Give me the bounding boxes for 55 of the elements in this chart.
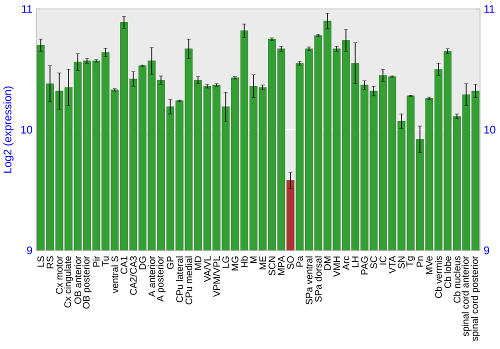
x-tick-label: LS [37, 256, 44, 267]
x-tick-label: VA/VL [204, 256, 211, 282]
x-tick-label: Cx cingulate [64, 256, 73, 308]
x-tick-label: SC [370, 256, 378, 269]
x-tick-label: RS [46, 256, 54, 268]
x-tick-label: SN [398, 256, 405, 269]
x-tick-label: LH [352, 256, 358, 268]
x-tick-label: Tg [406, 256, 415, 267]
x-tick-label: MG [232, 256, 238, 270]
x-tick-label: Pa [296, 256, 304, 267]
x-tick-label: CA2/CA3 [130, 256, 137, 295]
x-tick-label: DG [139, 256, 146, 270]
x-tick-label: Cx motor [56, 256, 63, 294]
x-tick-label: CPu lateral [176, 256, 183, 302]
x-tick-label: MD [194, 256, 202, 270]
x-tick-label: Arc [342, 256, 350, 270]
y2-tick-label: 10 [484, 126, 496, 134]
x-tick-label: OB anterior [74, 256, 82, 304]
x-tick-label: Cb vermis [434, 256, 442, 298]
x-tick-label: A posterior [156, 256, 166, 302]
x-tick-label: MPA [278, 256, 284, 275]
x-tick-label: PAG [361, 256, 368, 274]
x-tick-label: Pn [416, 256, 424, 267]
x-tick-label: DM [324, 256, 331, 270]
x-tick-label: SCN [268, 256, 276, 276]
x-tick-label: Cb nucleus [453, 256, 460, 303]
x-tick-label: ME [259, 256, 266, 270]
x-tick-label: VMH [333, 256, 340, 277]
x-tick-label: Hb [240, 256, 248, 268]
x-tick-label: VTA [388, 256, 396, 274]
x-tick-label: CA1 [120, 256, 128, 274]
y-tick-label: 9 [27, 246, 32, 254]
x-tick-label: OB posterior [82, 256, 92, 309]
x-tick-label: spinal cord posterior [471, 256, 480, 341]
x-tick-label: ventral S [111, 256, 118, 294]
x-tick-label: Tu [102, 256, 109, 266]
x-tick-label: spinal cord anterior [462, 256, 471, 336]
y2-tick-label: 11 [484, 5, 494, 13]
x-tick-label: A anterior [148, 256, 156, 297]
x-tick-label: SO [287, 256, 294, 270]
x-tick-label: SPa ventral [305, 256, 312, 304]
y-tick-label: 10 [21, 126, 32, 134]
x-tick-label: Cb lobe [444, 256, 452, 288]
y-tick-label: 11 [22, 5, 32, 13]
y2-tick-label: 9 [484, 246, 490, 254]
y-axis-title: Log2 (expression) [3, 86, 14, 173]
x-tick-label: VPM/VPL [212, 256, 220, 297]
x-tick-label: LG [222, 256, 230, 268]
x-tick-label: CPu medial [185, 256, 192, 304]
x-tick-label: M [250, 256, 257, 263]
x-tick-label: MVe [426, 256, 432, 274]
x-tick-label: Pir [92, 256, 100, 267]
x-tick-label: IC [380, 256, 386, 264]
x-tick-label: SPa dorsal [314, 256, 322, 302]
x-tick-label: GP [166, 256, 174, 269]
